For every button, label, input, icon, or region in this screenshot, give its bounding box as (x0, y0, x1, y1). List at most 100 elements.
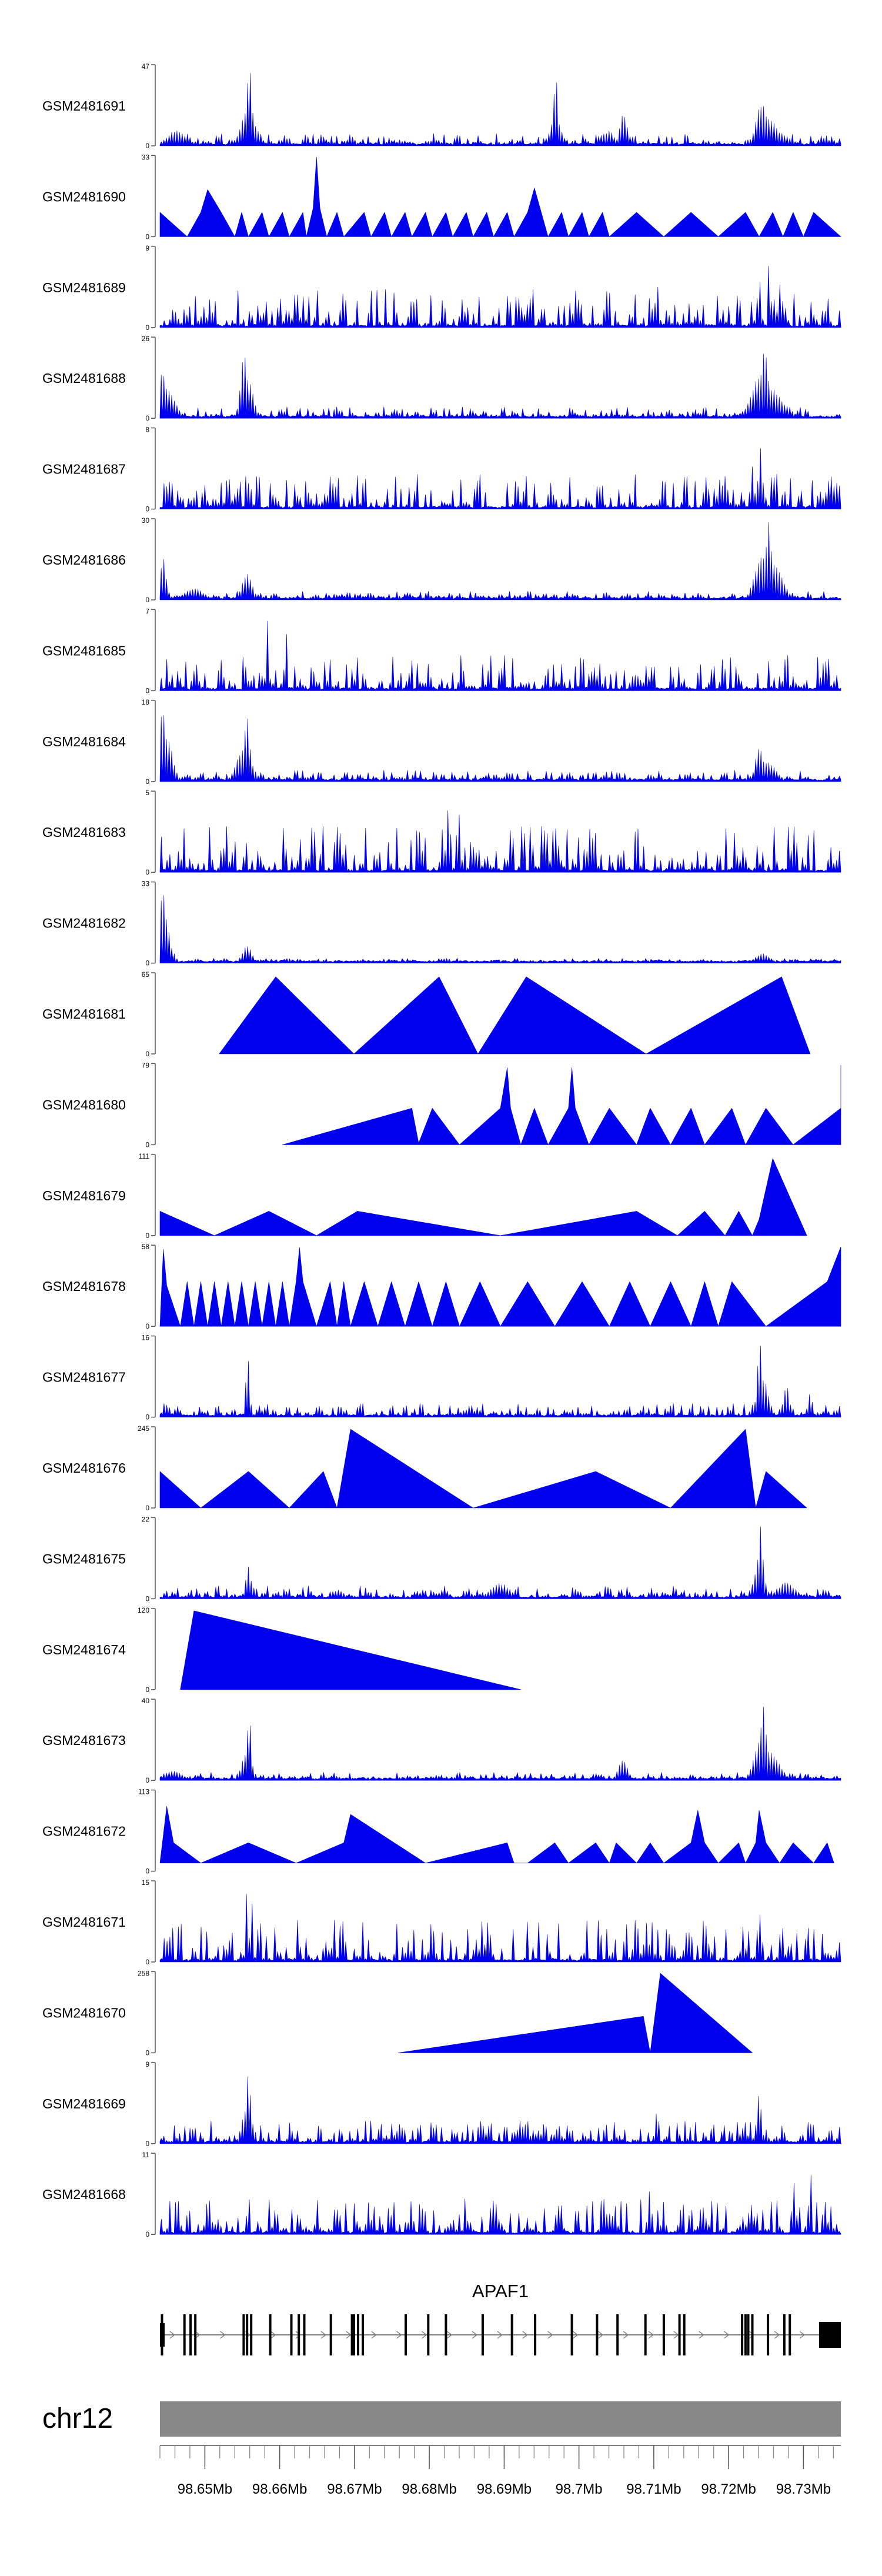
axis-tick-label: 98.73Mb (776, 2481, 831, 2497)
y-min-label: 0 (145, 323, 149, 332)
y-max-label: 7 (145, 607, 149, 615)
exon (767, 2314, 770, 2355)
exon (353, 2314, 355, 2355)
coverage-area (180, 1610, 521, 1690)
coverage-area (159, 1429, 807, 1509)
chromosome-label: chr12 (42, 2403, 113, 2434)
track-label: GSM2481674 (42, 1642, 126, 1657)
exon (246, 2314, 249, 2355)
y-min-label: 0 (145, 868, 149, 876)
coverage-area (159, 1526, 841, 1599)
exon-utr-end (818, 2322, 841, 2348)
track-label: GSM2481679 (42, 1188, 126, 1203)
y-min-label: 0 (145, 1504, 149, 1512)
y-min-label: 0 (145, 1232, 149, 1240)
y-max-label: 120 (138, 1606, 149, 1614)
track-GSM2481676: GSM2481676 245 0 (42, 1424, 807, 1512)
strand-arrow-icon (396, 2331, 402, 2339)
axis-tick-label: 98.7Mb (556, 2481, 603, 2497)
exon (189, 2314, 192, 2355)
coverage-area (398, 1973, 753, 2053)
exon (662, 2314, 665, 2355)
track-label: GSM2481680 (42, 1097, 126, 1112)
coverage-area (159, 448, 841, 509)
coverage-area (159, 266, 841, 328)
exon (744, 2314, 747, 2355)
axis-tick-label: 98.67Mb (327, 2481, 382, 2497)
axis-tick-label: 98.69Mb (477, 2481, 532, 2497)
track-GSM2481686: GSM2481686 30 0 (42, 516, 841, 604)
y-min-label: 0 (145, 959, 149, 967)
track-label: GSM2481669 (42, 2096, 126, 2111)
strand-arrow-icon (648, 2331, 654, 2339)
y-max-label: 11 (142, 2151, 150, 2159)
track-label: GSM2481687 (42, 462, 126, 477)
strand-arrow-icon (774, 2331, 780, 2339)
y-max-label: 79 (142, 1061, 150, 1069)
exon (751, 2314, 754, 2355)
exon (161, 2314, 163, 2355)
strand-arrow-icon (572, 2331, 579, 2339)
exon (427, 2314, 430, 2355)
y-max-label: 111 (139, 1152, 150, 1160)
exon (329, 2314, 332, 2355)
track-GSM2481668: GSM2481668 11 0 (42, 2151, 841, 2238)
y-max-label: 33 (142, 880, 150, 888)
coverage-area (159, 156, 841, 237)
exon (405, 2314, 407, 2355)
exon (298, 2314, 300, 2355)
track-label: GSM2481675 (42, 1551, 126, 1566)
track-GSM2481678: GSM2481678 58 0 (42, 1243, 841, 1330)
y-min-label: 0 (145, 505, 149, 513)
coverage-area (159, 2076, 841, 2144)
y-min-label: 0 (145, 1958, 149, 1966)
track-GSM2481689: GSM2481689 9 0 (42, 244, 841, 332)
y-max-label: 8 (145, 426, 149, 434)
track-GSM2481670: GSM2481670 258 0 (42, 1969, 753, 2057)
track-GSM2481688: GSM2481688 26 0 (42, 335, 841, 422)
exon (616, 2314, 619, 2355)
coverage-area (159, 353, 841, 419)
track-label: GSM2481690 (42, 189, 126, 204)
y-max-label: 33 (142, 153, 150, 161)
y-min-label: 0 (145, 2230, 149, 2238)
y-min-label: 0 (145, 1594, 149, 1603)
track-label: GSM2481673 (42, 1733, 126, 1748)
coverage-area (159, 1346, 841, 1417)
exon (269, 2314, 272, 2355)
track-label: GSM2481671 (42, 1914, 126, 1930)
strand-arrow-icon (799, 2331, 806, 2339)
exon (445, 2314, 447, 2355)
strand-arrow-icon (497, 2331, 503, 2339)
track-label: GSM2481681 (42, 1006, 126, 1022)
y-max-label: 65 (142, 970, 150, 979)
exon (596, 2314, 599, 2355)
gene-name-label: APAF1 (472, 2281, 529, 2301)
exon (362, 2314, 365, 2355)
strand-arrow-icon (623, 2331, 629, 2339)
coverage-area (159, 895, 841, 963)
track-GSM2481680: GSM2481680 79 0 (42, 1061, 841, 1149)
track-GSM2481684: GSM2481684 18 0 (42, 698, 841, 786)
y-min-label: 0 (145, 2048, 149, 2057)
exon (747, 2314, 750, 2355)
y-min-label: 0 (145, 2140, 149, 2148)
strand-arrow-icon (749, 2331, 755, 2339)
track-label: GSM2481678 (42, 1279, 126, 1294)
track-GSM2481682: GSM2481682 33 0 (42, 880, 841, 967)
y-max-label: 58 (142, 1243, 150, 1251)
coverage-tracks: GSM2481691470GSM2481690330GSM248168990GS… (42, 62, 841, 2238)
strand-arrow-icon (169, 2331, 175, 2339)
track-GSM2481679: GSM2481679 111 0 (42, 1152, 807, 1240)
y-min-label: 0 (145, 1413, 149, 1422)
y-min-label: 0 (145, 414, 149, 422)
y-max-label: 9 (145, 244, 149, 252)
strand-arrow-icon (446, 2331, 453, 2339)
track-label: GSM2481689 (42, 280, 126, 295)
y-max-label: 9 (145, 2060, 149, 2068)
track-GSM2481690: GSM2481690 33 0 (42, 153, 841, 241)
chromosome-ideogram (160, 2401, 841, 2437)
strand-arrow-icon (195, 2331, 201, 2339)
exon (303, 2314, 306, 2355)
